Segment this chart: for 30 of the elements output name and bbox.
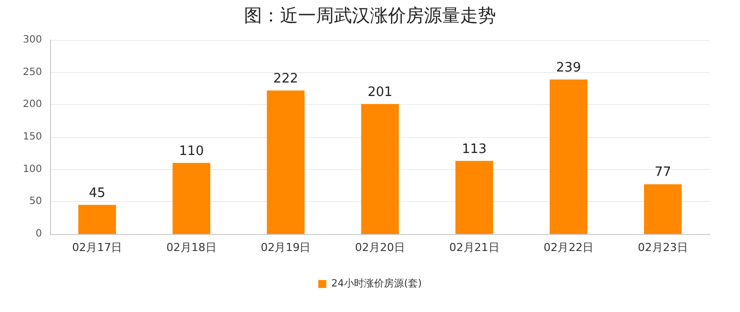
y-tick-label: 300 [22, 34, 42, 46]
bar [78, 204, 116, 234]
chart-title: 图：近一周武汉涨价房源量走势 [244, 6, 496, 26]
bar [550, 79, 588, 234]
data-label: 113 [462, 142, 487, 157]
data-label: 45 [88, 186, 106, 201]
x-tick-label: 02月22日 [544, 241, 594, 254]
data-label: 110 [179, 144, 204, 159]
x-tick-label: 02月21日 [449, 241, 500, 254]
x-tick-label: 02月19日 [260, 241, 311, 254]
data-label: 222 [273, 71, 298, 86]
y-tick-label: 100 [22, 164, 42, 175]
y-tick-label: 50 [29, 196, 42, 208]
data-label: 77 [654, 165, 672, 180]
data-label: 201 [368, 85, 392, 100]
x-tick-label: 02月18日 [166, 241, 216, 254]
bar [455, 160, 494, 234]
y-tick-label: 150 [22, 132, 42, 142]
x-tick-label: 02月23日 [638, 241, 688, 254]
x-tick-label: 02月17日 [72, 241, 122, 254]
y-tick-label: 0 [36, 228, 42, 240]
bar [172, 162, 210, 234]
y-tick-label: 200 [22, 99, 42, 110]
bar [266, 90, 305, 234]
x-tick-label: 02月20日 [355, 241, 405, 254]
y-tick-label: 250 [22, 66, 42, 78]
bar [361, 104, 399, 234]
bar [644, 184, 682, 234]
legend-label: 24小时涨价房源(套) [331, 278, 422, 290]
data-label: 239 [556, 60, 581, 76]
